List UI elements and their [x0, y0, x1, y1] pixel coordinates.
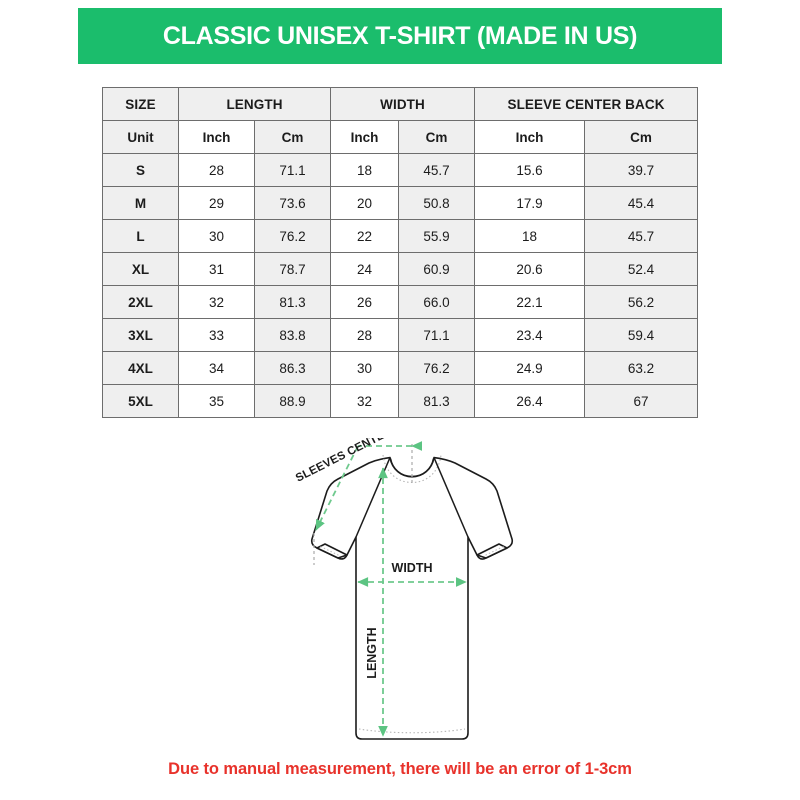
unit-header-length-cm: Cm [253, 120, 332, 154]
table-head: SIZE LENGTH WIDTH SLEEVE CENTER BACK Uni… [102, 87, 699, 154]
cell-width-cm: 81.3 [398, 384, 476, 418]
cell-length-in: 29 [178, 186, 255, 220]
cell-length-in: 31 [178, 252, 255, 286]
cell-length-cm: 83.8 [253, 318, 332, 352]
cell-sleeve-cm: 45.4 [584, 186, 699, 220]
unit-header-sleeve-cm: Cm [584, 120, 699, 154]
table-row: S 28 71.1 18 45.7 15.6 39.7 [102, 153, 699, 187]
cell-sleeve-cm: 39.7 [584, 153, 699, 187]
table-row: 3XL 33 83.8 28 71.1 23.4 59.4 [102, 318, 699, 352]
cell-width-in: 28 [330, 318, 400, 352]
size-table: SIZE LENGTH WIDTH SLEEVE CENTER BACK Uni… [102, 87, 699, 418]
tshirt-outline-icon [310, 456, 514, 740]
cell-width-in: 32 [330, 384, 400, 418]
cell-sleeve-in: 22.1 [474, 285, 586, 319]
cell-width-cm: 45.7 [398, 153, 476, 187]
cell-length-cm: 73.6 [253, 186, 332, 220]
cell-sleeve-cm: 45.7 [584, 219, 699, 253]
table-row: L 30 76.2 22 55.9 18 45.7 [102, 219, 699, 253]
cell-size: 4XL [102, 351, 179, 385]
cell-length-in: 28 [178, 153, 255, 187]
table-row: 4XL 34 86.3 30 76.2 24.9 63.2 [102, 351, 699, 385]
cell-length-cm: 81.3 [253, 285, 332, 319]
cell-sleeve-in: 26.4 [474, 384, 586, 418]
cell-size: L [102, 219, 179, 253]
cell-width-cm: 50.8 [398, 186, 476, 220]
unit-header-width-in: Inch [330, 120, 400, 154]
cell-length-cm: 71.1 [253, 153, 332, 187]
measurement-disclaimer: Due to manual measurement, there will be… [168, 760, 632, 778]
page-title: CLASSIC UNISEX T-SHIRT (MADE IN US) [162, 21, 638, 50]
cell-length-cm: 76.2 [253, 219, 332, 253]
cell-width-cm: 76.2 [398, 351, 476, 385]
cell-length-in: 30 [178, 219, 255, 253]
table-body: S 28 71.1 18 45.7 15.6 39.7 M 29 73.6 20… [102, 153, 699, 418]
cell-length-in: 32 [178, 285, 255, 319]
cell-length-in: 35 [178, 384, 255, 418]
cell-length-cm: 88.9 [253, 384, 332, 418]
tshirt-diagram-svg: SLEEVES CENTER BACK WIDTH LENGTH [294, 438, 514, 740]
cell-width-cm: 66.0 [398, 285, 476, 319]
cell-length-in: 34 [178, 351, 255, 385]
tshirt-diagram: SLEEVES CENTER BACK WIDTH LENGTH [240, 438, 570, 758]
cell-sleeve-cm: 63.2 [584, 351, 699, 385]
cell-sleeve-in: 15.6 [474, 153, 586, 187]
cell-size: XL [102, 252, 179, 286]
table-row: M 29 73.6 20 50.8 17.9 45.4 [102, 186, 699, 220]
cell-size: 2XL [102, 285, 179, 319]
cell-width-in: 20 [330, 186, 400, 220]
unit-header-size: Unit [102, 120, 179, 154]
cell-sleeve-in: 24.9 [474, 351, 586, 385]
table-row: 5XL 35 88.9 32 81.3 26.4 67 [102, 384, 699, 418]
cell-length-cm: 78.7 [253, 252, 332, 286]
sleeve-arrow-diagonal [315, 445, 359, 531]
table-row: 2XL 32 81.3 26 66.0 22.1 56.2 [102, 285, 699, 319]
width-label: WIDTH [392, 561, 433, 575]
size-table-container: SIZE LENGTH WIDTH SLEEVE CENTER BACK Uni… [102, 87, 699, 418]
header-banner: CLASSIC UNISEX T-SHIRT (MADE IN US) [78, 8, 722, 64]
cell-size: 3XL [102, 318, 179, 352]
cell-width-cm: 55.9 [398, 219, 476, 253]
cell-sleeve-in: 20.6 [474, 252, 586, 286]
table-group-header-row: SIZE LENGTH WIDTH SLEEVE CENTER BACK [102, 87, 699, 121]
cell-size: M [102, 186, 179, 220]
unit-header-sleeve-in: Inch [474, 120, 586, 154]
cell-size: S [102, 153, 179, 187]
cell-sleeve-cm: 59.4 [584, 318, 699, 352]
length-label: LENGTH [365, 627, 379, 678]
cell-length-in: 33 [178, 318, 255, 352]
cell-width-cm: 71.1 [398, 318, 476, 352]
right-shoulder-seam [433, 457, 469, 538]
group-header-length: LENGTH [177, 87, 332, 121]
cell-sleeve-in: 23.4 [474, 318, 586, 352]
right-cuff [476, 543, 508, 559]
cell-width-in: 26 [330, 285, 400, 319]
cell-sleeve-in: 17.9 [474, 186, 586, 220]
cell-sleeve-cm: 52.4 [584, 252, 699, 286]
cell-sleeve-in: 18 [474, 219, 586, 253]
group-header-sleeve-center-back: SLEEVE CENTER BACK [474, 87, 699, 121]
left-cuff [316, 543, 348, 559]
cell-width-in: 30 [330, 351, 400, 385]
table-row: XL 31 78.7 24 60.9 20.6 52.4 [102, 252, 699, 286]
cell-width-cm: 60.9 [398, 252, 476, 286]
cell-width-in: 18 [330, 153, 400, 187]
cell-width-in: 24 [330, 252, 400, 286]
cell-size: 5XL [102, 384, 179, 418]
cell-length-cm: 86.3 [253, 351, 332, 385]
group-header-size: SIZE [102, 87, 179, 121]
group-header-width: WIDTH [330, 87, 476, 121]
cell-sleeve-cm: 56.2 [584, 285, 699, 319]
cell-sleeve-cm: 67 [584, 384, 699, 418]
unit-header-width-cm: Cm [398, 120, 476, 154]
cell-width-in: 22 [330, 219, 400, 253]
unit-header-length-in: Inch [178, 120, 255, 154]
table-unit-header-row: Unit Inch Cm Inch Cm Inch Cm [102, 120, 699, 154]
